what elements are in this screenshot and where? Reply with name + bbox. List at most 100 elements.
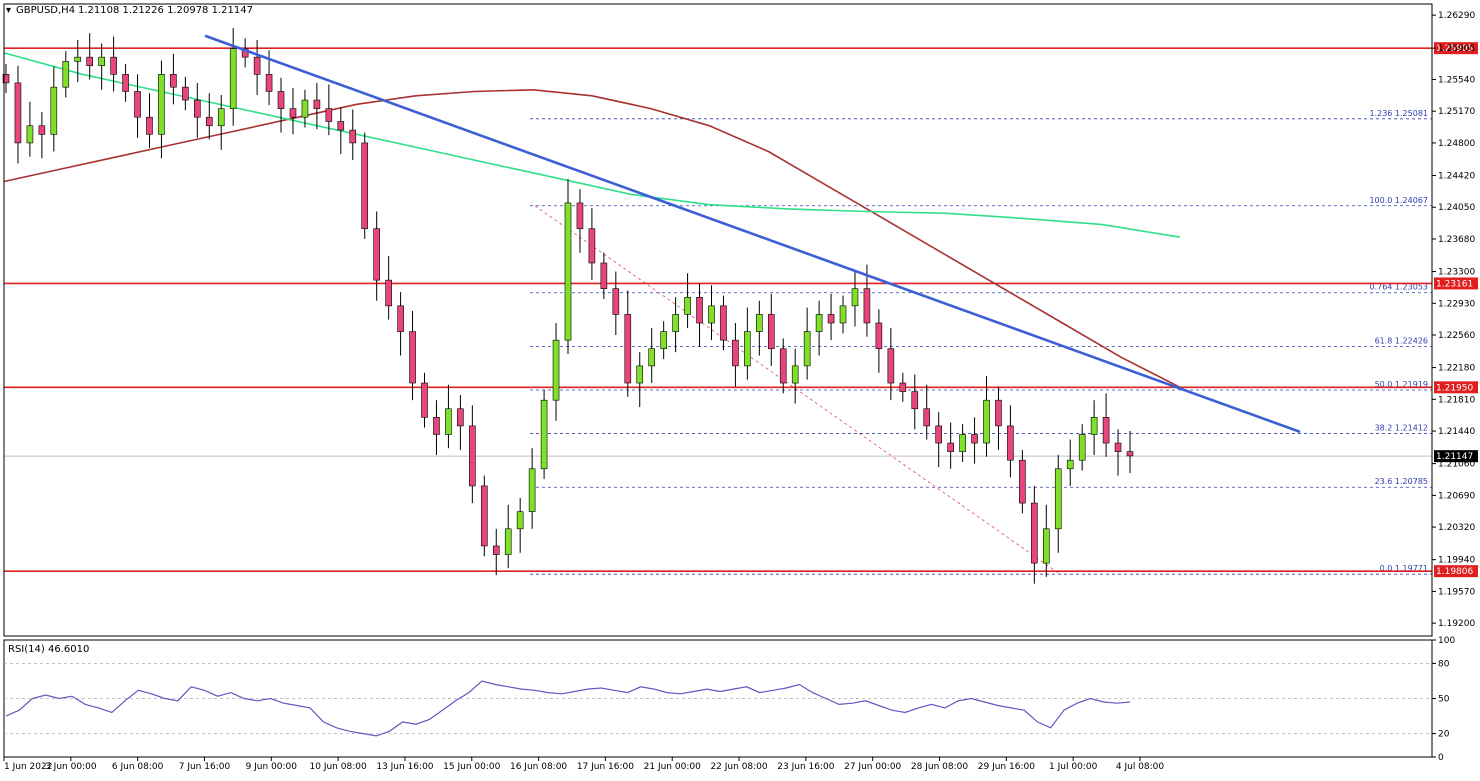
candle-body	[851, 288, 859, 307]
horizontal-level-tag	[1434, 42, 1478, 55]
candle-body	[600, 262, 608, 290]
candle-body	[528, 468, 536, 512]
candle-body	[995, 399, 1002, 427]
y-tick-label: 1.19940	[1438, 556, 1475, 566]
candle-body	[672, 314, 679, 332]
ohlc-readout: 1.21108 1.21226 1.20978 1.21147	[78, 5, 253, 16]
candle-body	[636, 365, 644, 384]
candle-body	[397, 305, 404, 332]
horizontal-level-label: 1.25905	[1436, 44, 1473, 54]
fib-level-label: 0.0 1.19771	[1380, 564, 1428, 573]
candle-body	[421, 382, 428, 418]
candle-body	[815, 314, 823, 332]
y-tick-label: 1.21440	[1438, 427, 1475, 437]
candle-body	[289, 108, 297, 118]
candle-body	[959, 434, 966, 452]
x-tick-label: 9 Jun 00:00	[246, 762, 298, 772]
candle-body	[1066, 459, 1074, 470]
y-tick-label: 1.24420	[1438, 172, 1475, 182]
fib-level-label: 50.0 1.21919	[1375, 380, 1428, 389]
candle-body	[624, 314, 632, 384]
candle-body	[1007, 425, 1014, 461]
candle-body	[779, 348, 787, 384]
candle-body	[732, 339, 739, 367]
y-tick-label: 1.20320	[1438, 523, 1475, 533]
candle-body	[552, 339, 560, 401]
candle-body	[504, 528, 512, 555]
horizontal-level-label: 1.21950	[1436, 383, 1473, 393]
candle-body	[229, 48, 237, 109]
fib-level-label: 100.0 1.24067	[1369, 196, 1428, 205]
x-tick-label: 21 Jun 00:00	[644, 762, 701, 772]
y-tick-label: 1.25905	[1438, 44, 1475, 54]
fib-level-label: 23.6 1.20785	[1375, 477, 1428, 486]
candle-body	[1031, 502, 1038, 564]
fib-level-label: 0.764 1.23053	[1369, 283, 1428, 292]
y-tick-label: 1.22180	[1438, 364, 1475, 374]
candle-body	[1019, 459, 1026, 504]
candle-body	[110, 56, 117, 75]
candle-body	[983, 399, 990, 444]
candle-body	[1042, 528, 1050, 564]
candle-body	[911, 391, 919, 410]
candle-body	[205, 116, 213, 127]
horizontal-level-tag	[1434, 381, 1478, 394]
fib-level-label: 61.8 1.22426	[1375, 336, 1428, 345]
candle-body	[277, 91, 285, 109]
y-tick-label: 1.24800	[1438, 139, 1475, 149]
candle-body	[349, 129, 357, 144]
candle-body	[791, 365, 799, 384]
y-tick-label: 1.23300	[1438, 268, 1475, 278]
candle-body	[863, 288, 871, 324]
x-tick-label: 17 Jun 16:00	[577, 762, 634, 772]
candle-body	[839, 305, 847, 324]
candle-body	[612, 288, 620, 315]
rsi-tick-label: 80	[1438, 659, 1450, 669]
candle-body	[457, 408, 464, 427]
candle-body	[253, 56, 261, 75]
bearish-trendline	[204, 34, 1301, 434]
y-tick-label: 1.24050	[1438, 203, 1475, 213]
candle-body	[803, 331, 811, 367]
candle-body	[1054, 468, 1062, 530]
candle-body	[74, 56, 82, 62]
y-tick-label: 1.22930	[1438, 299, 1475, 309]
candle-body	[194, 99, 201, 118]
candle-body	[540, 399, 548, 470]
candle-body	[134, 91, 141, 118]
candle-body	[899, 382, 907, 392]
candle-body	[62, 61, 70, 88]
candle-body	[265, 74, 273, 92]
candle-body	[325, 108, 333, 122]
candle-body	[767, 314, 775, 350]
candle-body	[708, 305, 715, 324]
candle-body	[385, 279, 392, 307]
ma-slow-line	[3, 88, 1181, 389]
rsi-tick-label: 100	[1438, 636, 1455, 646]
candle-body	[361, 142, 369, 229]
x-tick-label: 13 Jun 16:00	[376, 762, 433, 772]
x-tick-label: 29 Jun 16:00	[978, 762, 1035, 772]
x-tick-label: 4 Jul 08:00	[1116, 762, 1165, 772]
candle-body	[86, 56, 94, 67]
candle-body	[1114, 442, 1122, 452]
current-price-label: 1.21147	[1436, 452, 1473, 462]
candle-body	[684, 296, 691, 315]
candle-body	[122, 74, 129, 92]
candle-body	[887, 348, 895, 384]
candle-body	[337, 121, 345, 131]
candle-body	[301, 99, 309, 118]
candle-body	[875, 322, 883, 350]
main-plot-frame	[3, 3, 1433, 637]
candle-body	[433, 417, 440, 435]
candle-body	[696, 296, 703, 324]
candle-body	[373, 228, 380, 281]
y-tick-label: 1.25540	[1438, 75, 1475, 85]
candle-body	[492, 545, 500, 555]
candle-body	[756, 314, 763, 332]
y-tick-label: 1.21060	[1438, 460, 1475, 470]
candle-body	[971, 434, 978, 444]
y-tick-label: 1.22560	[1438, 331, 1475, 341]
y-tick-label: 1.20690	[1438, 491, 1475, 501]
y-tick-label: 1.23680	[1438, 235, 1475, 245]
